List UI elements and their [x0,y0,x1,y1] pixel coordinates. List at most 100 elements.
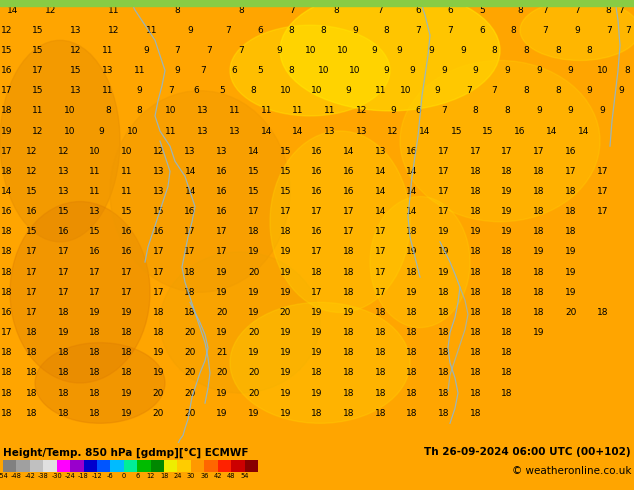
Text: 19: 19 [565,288,576,297]
Text: 9: 9 [618,86,624,95]
Text: 18: 18 [343,389,354,397]
Text: -42: -42 [24,473,36,479]
Text: 18: 18 [184,308,196,317]
Text: 10: 10 [337,46,348,55]
Text: 10: 10 [349,66,361,75]
Text: 15: 15 [153,207,164,216]
Text: 9: 9 [599,106,605,115]
Text: 13: 13 [197,126,209,136]
Text: 42: 42 [214,473,222,479]
Text: 16: 16 [1,207,12,216]
Text: 18: 18 [1,368,12,377]
Text: 15: 15 [280,187,291,196]
Text: 9: 9 [536,106,542,115]
Text: 17: 17 [1,147,12,156]
Text: 16: 16 [311,167,323,176]
Bar [245,460,258,472]
Text: 17: 17 [565,167,576,176]
Text: 17: 17 [375,288,386,297]
Text: 14: 14 [375,207,386,216]
Text: 17: 17 [153,288,164,297]
Text: 6: 6 [415,106,422,115]
Text: 18: 18 [470,409,481,417]
Text: 16: 16 [121,227,133,236]
Text: 19: 19 [533,328,545,337]
Text: 11: 11 [32,106,44,115]
Text: 18: 18 [121,348,133,357]
Text: 13: 13 [102,66,113,75]
Bar [30,460,43,472]
Text: 20: 20 [153,389,164,397]
Text: 19: 19 [565,268,576,277]
Text: 17: 17 [58,268,69,277]
Text: 7: 7 [624,26,631,35]
Text: 17: 17 [26,288,37,297]
Text: 18: 18 [533,308,545,317]
Text: 11: 11 [102,46,113,55]
Text: 14: 14 [546,126,557,136]
Text: 14: 14 [406,207,418,216]
Text: 18: 18 [1,268,12,277]
Text: 12: 12 [356,106,367,115]
Text: 5: 5 [219,86,225,95]
Text: 11: 11 [165,126,177,136]
Text: 18: 18 [533,268,545,277]
Text: 9: 9 [441,66,447,75]
Text: 18: 18 [1,167,12,176]
Text: 10: 10 [597,66,608,75]
Text: 14: 14 [261,126,272,136]
Ellipse shape [230,302,410,423]
Text: 19: 19 [438,268,450,277]
Text: 18: 18 [438,368,450,377]
Bar [16,460,30,472]
Text: 14: 14 [406,167,418,176]
Text: 11: 11 [375,86,386,95]
Text: 18: 18 [1,227,12,236]
Text: -30: -30 [51,473,62,479]
Text: 7: 7 [542,26,548,35]
Text: 18: 18 [375,389,386,397]
Bar [110,460,124,472]
Text: 20: 20 [153,409,164,417]
Text: 17: 17 [438,147,450,156]
Text: 18: 18 [311,268,323,277]
Text: 17: 17 [184,227,196,236]
Text: 18: 18 [406,368,418,377]
Text: 13: 13 [324,126,335,136]
Text: 17: 17 [26,247,37,256]
Text: 7: 7 [618,5,624,15]
Text: 10: 10 [127,126,139,136]
Text: 18: 18 [470,308,481,317]
Text: 18: 18 [343,268,354,277]
Text: 18: 18 [438,328,450,337]
Text: 9: 9 [586,86,593,95]
Text: 18: 18 [160,473,168,479]
Text: 17: 17 [89,268,101,277]
Text: 18: 18 [375,308,386,317]
Text: 20: 20 [248,389,259,397]
Text: 19: 19 [280,268,291,277]
Ellipse shape [370,196,470,327]
Text: 18: 18 [343,328,354,337]
Text: 8: 8 [384,26,390,35]
Text: 8: 8 [586,46,593,55]
Ellipse shape [0,40,120,242]
Text: 20: 20 [280,308,291,317]
Text: 6: 6 [231,66,238,75]
Text: 7: 7 [447,26,453,35]
Text: 19: 19 [311,308,323,317]
Text: 9: 9 [384,66,390,75]
Text: 12: 12 [387,126,399,136]
Text: 18: 18 [375,328,386,337]
Text: 19: 19 [501,227,513,236]
Text: 10: 10 [121,147,133,156]
Text: 16: 16 [58,227,69,236]
Text: 8: 8 [624,66,631,75]
Text: 10: 10 [318,66,329,75]
Text: 18: 18 [501,167,513,176]
Text: 19: 19 [501,207,513,216]
Text: 18: 18 [438,389,450,397]
Text: 18: 18 [406,409,418,417]
Text: 17: 17 [26,268,37,277]
Text: 18: 18 [470,328,481,337]
